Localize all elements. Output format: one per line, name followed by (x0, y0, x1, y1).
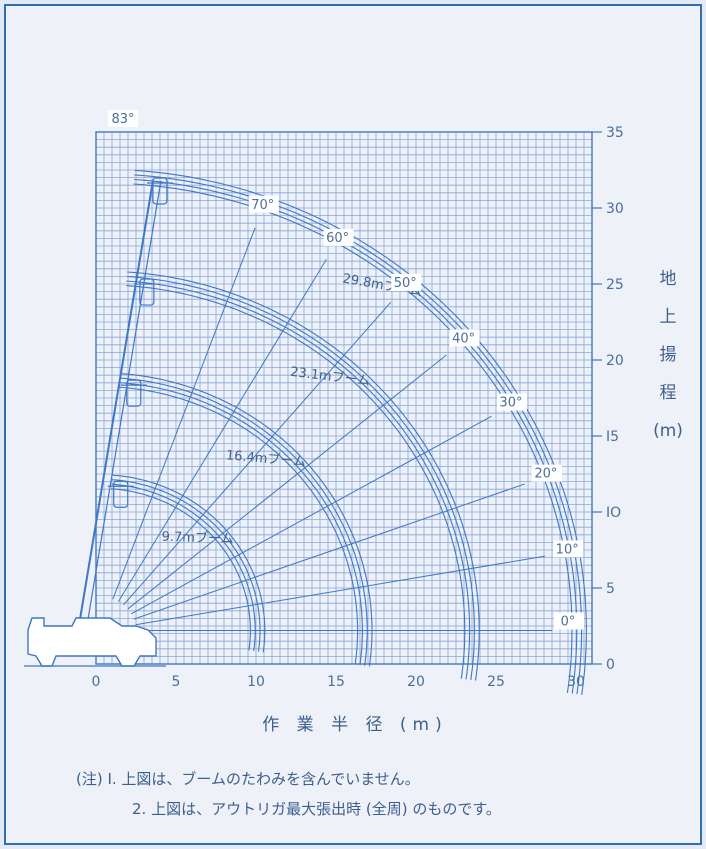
boom-head (139, 278, 155, 306)
boom-arc (119, 372, 373, 667)
angle-label: 50° (394, 276, 417, 291)
angle-label-box (449, 329, 480, 347)
boom-arc (133, 178, 578, 694)
angle-line (135, 555, 546, 626)
angle-label-box (391, 273, 422, 291)
y-tick-label: 30 (606, 201, 624, 217)
boom-arc (134, 169, 587, 695)
boom-arc (134, 174, 583, 695)
angle-label: 60° (326, 231, 349, 246)
angle-label-box (108, 110, 138, 127)
angle-line (123, 301, 392, 606)
boom-head (152, 177, 168, 205)
y-tick-label: 5 (606, 581, 615, 597)
angle-line (112, 227, 256, 600)
x-tick-label: 15 (327, 674, 345, 690)
angle-label: 10° (556, 542, 579, 557)
y-tick-label: IO (606, 505, 621, 521)
boom-arc (111, 479, 261, 652)
angle-line (131, 415, 492, 615)
y-axis-label-char: 上 (660, 307, 677, 327)
boom-arc (126, 275, 475, 681)
boom-arc (111, 488, 251, 651)
crane-truck-icon (27, 617, 157, 667)
angle-label-box (554, 612, 584, 630)
boom-head (126, 379, 142, 407)
angle-line (133, 483, 525, 620)
boom-label: 9.7mブーム (161, 529, 233, 548)
angle-label: 70° (251, 198, 274, 213)
y-tick-label: I5 (606, 429, 619, 445)
angle-label: 30° (499, 396, 522, 411)
x-tick-label: 20 (407, 674, 425, 690)
angle-label: 40° (452, 331, 475, 346)
angle-label: 83° (111, 112, 134, 127)
angle-label-box (531, 464, 562, 482)
angle-line (127, 354, 447, 610)
angle-line (117, 259, 327, 602)
x-tick-label: 25 (487, 674, 505, 690)
boom-arc (119, 377, 368, 666)
angle-label-box (323, 228, 354, 246)
boom-arc (118, 382, 363, 666)
y-tick-label: 0 (606, 657, 615, 673)
angle-label-box (496, 393, 527, 411)
angle-label: 20° (534, 467, 557, 482)
angle-label: 0° (561, 614, 576, 629)
y-axis-label-char: (m) (653, 421, 683, 441)
angle-label-box (553, 540, 584, 558)
plot-frame (95, 131, 593, 665)
boom-label: 16.4mブーム (225, 447, 306, 470)
boom-arc (112, 474, 266, 653)
boom-arc (126, 285, 466, 679)
angle-label-box (248, 195, 279, 213)
chart-page: 0 5 IO I5 20 25 30 35 0 5 10 15 20 25 30 地上揚程 (m) 9.7mブーム… (4, 4, 702, 845)
boom-arc (126, 280, 471, 680)
y-tick-label: 25 (606, 277, 624, 293)
note-1: (注) I. 上図は、ブームのたわみを含んでいません。 (76, 770, 420, 788)
x-tick-label: 5 (172, 674, 181, 690)
boom-arc (127, 271, 480, 681)
x-tick-label: 10 (247, 674, 265, 690)
x-tick-label: 0 (92, 674, 101, 690)
note-2: 2. 上図は、アウトリガ最大張出時 (全周) のものです。 (132, 800, 501, 818)
boom-head (113, 480, 129, 508)
boom-83-inner (86, 180, 162, 627)
y-axis-label-char: 地 (660, 269, 677, 289)
boom-arc (118, 386, 359, 665)
boom-arc (133, 183, 573, 693)
y-axis-label-char: 程 (660, 383, 677, 403)
y-tick-label: 20 (606, 353, 624, 369)
y-axis-label-char: 揚 (660, 345, 677, 365)
boom-83 (77, 180, 154, 627)
y-tick-label: 35 (606, 125, 624, 141)
boom-arc (111, 483, 256, 652)
x-axis-label: 作 業 半 径 (m) (262, 715, 448, 735)
x-tick-label: 30 (567, 674, 585, 690)
